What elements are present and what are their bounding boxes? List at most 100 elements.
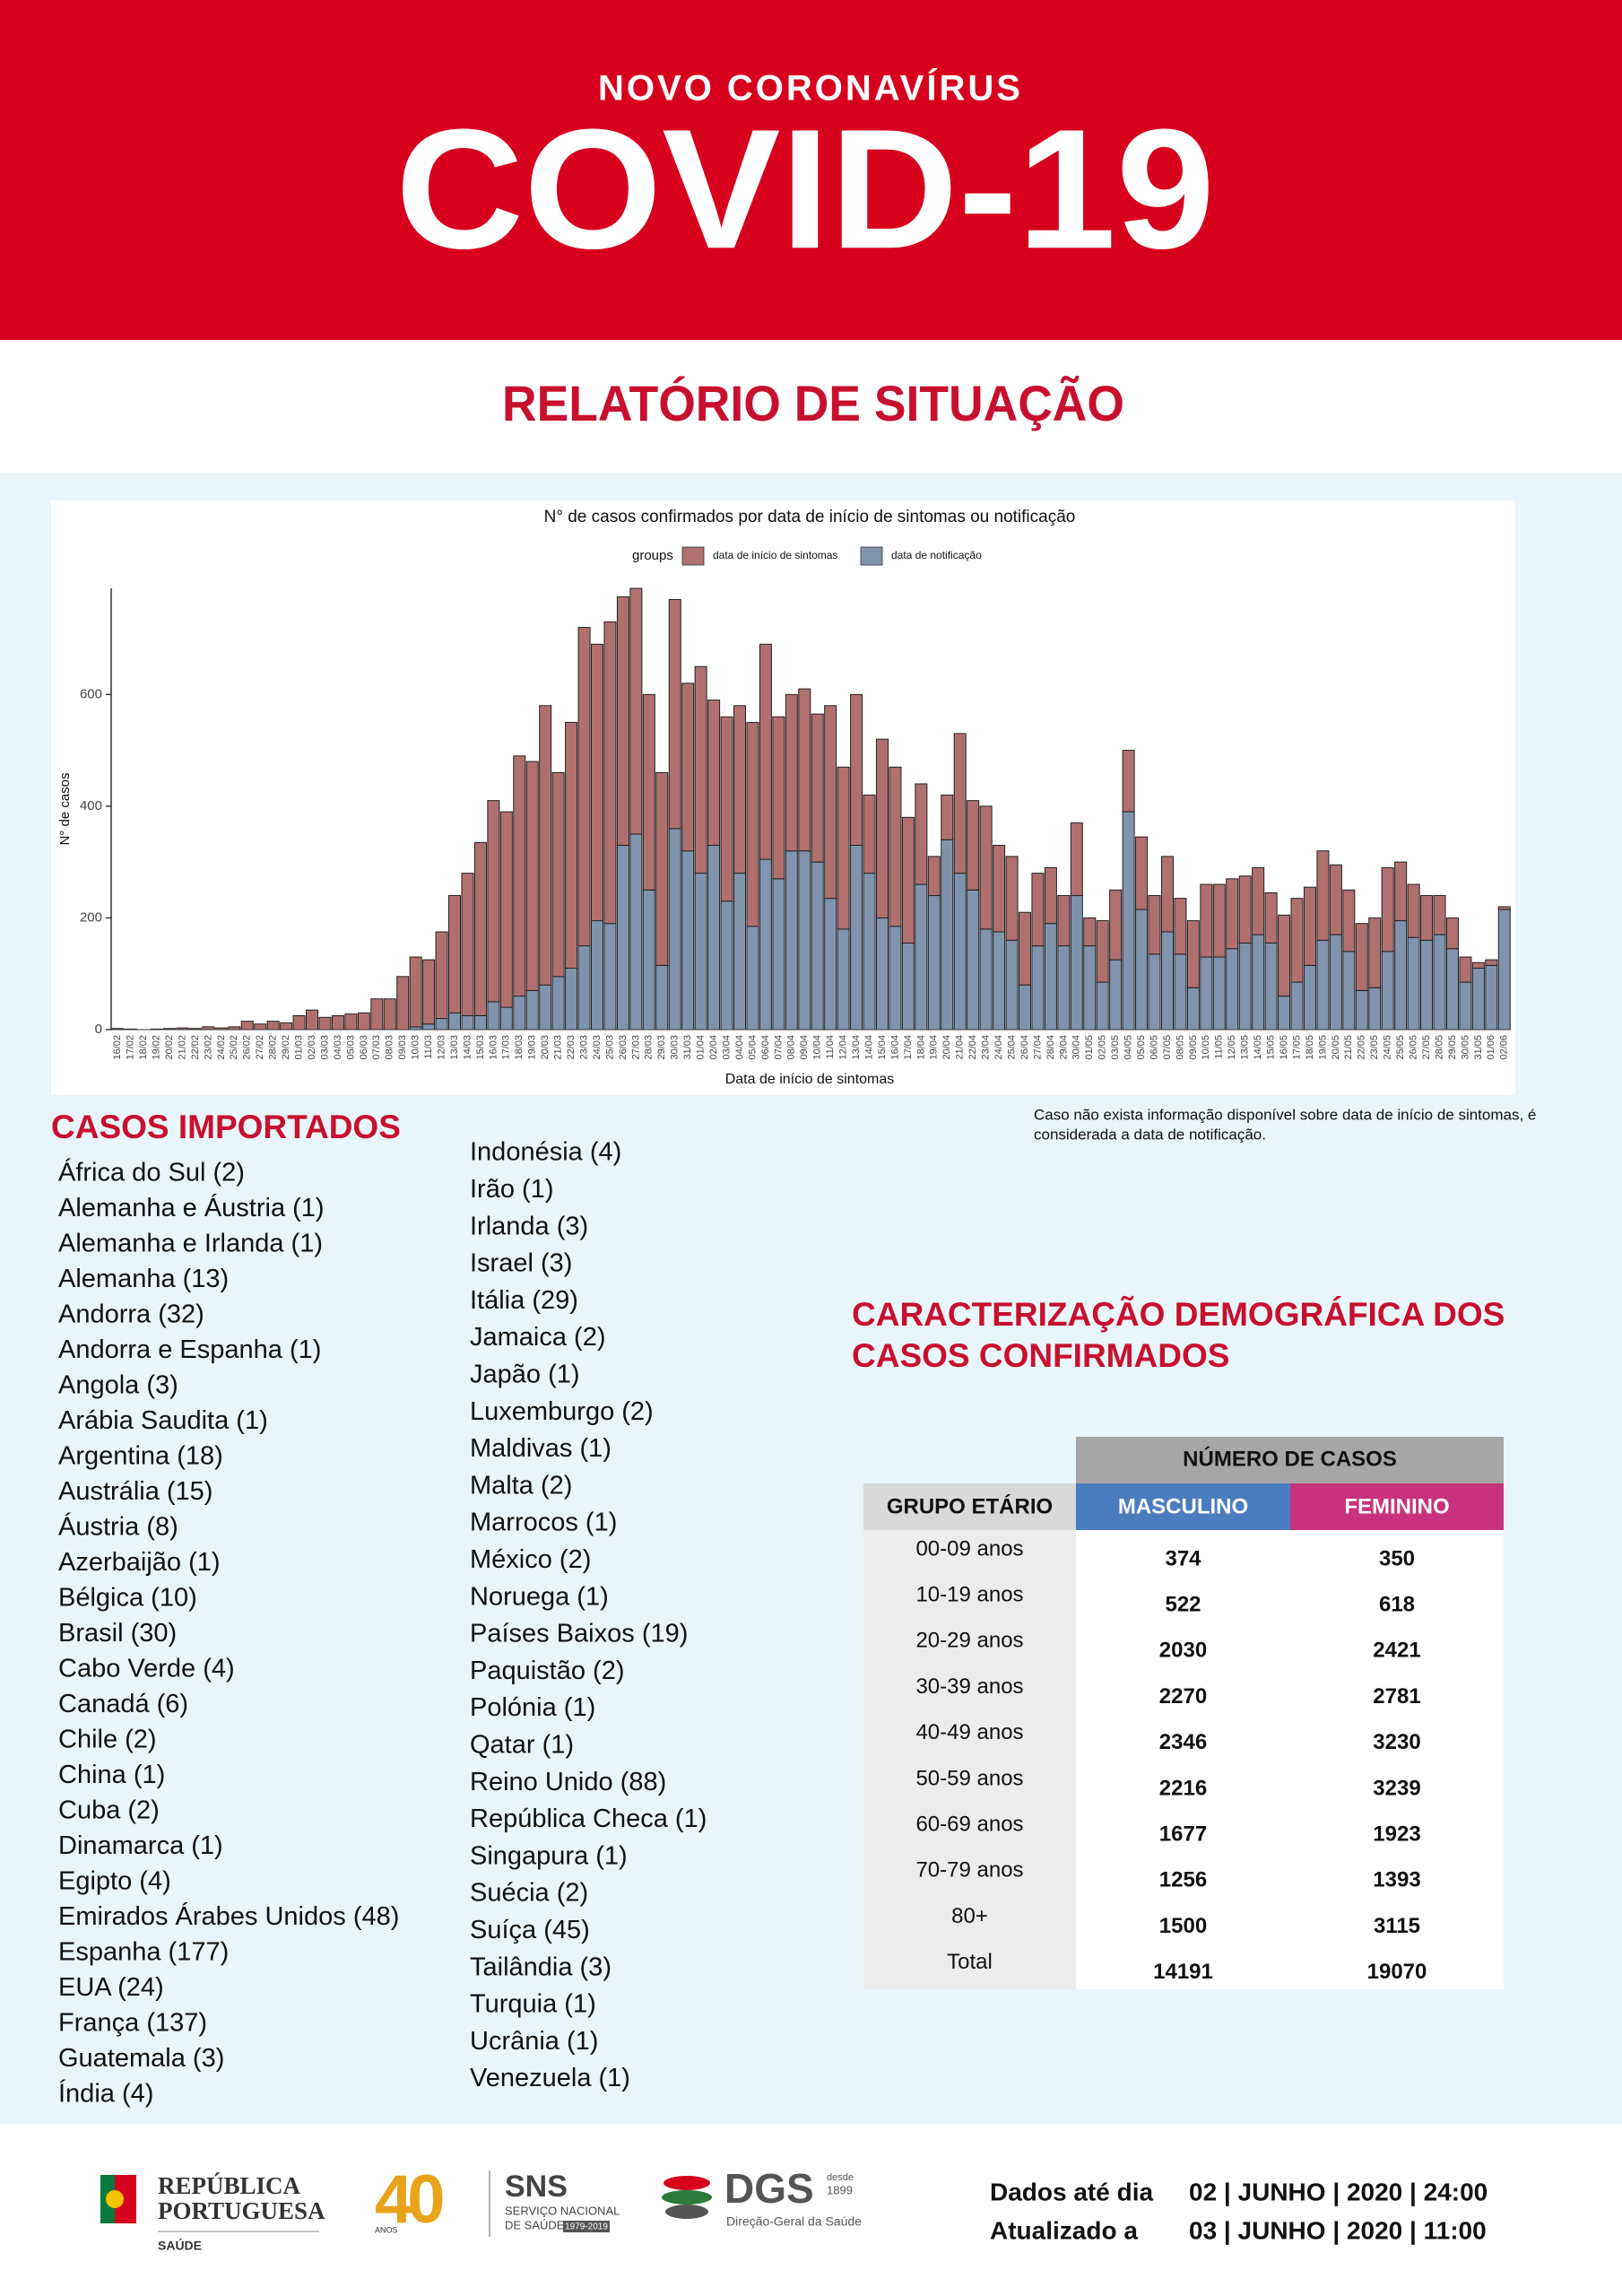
- bar-segment: [850, 844, 863, 1031]
- bar-segment: [1109, 889, 1123, 961]
- x-tick-label: 23/03: [578, 1035, 589, 1060]
- country-item: Japão (1): [470, 1360, 580, 1388]
- bar-segment: [681, 683, 695, 852]
- x-tick-label: 12/04: [838, 1035, 849, 1060]
- country-item: Andorra e Espanha (1): [58, 1335, 321, 1364]
- x-tick-label: 08/03: [385, 1035, 395, 1060]
- x-tick-label: 26/02: [242, 1035, 253, 1060]
- x-tick-label: 23/04: [981, 1035, 992, 1060]
- bar-segment: [292, 1014, 306, 1031]
- table-age: Total: [947, 1950, 993, 1974]
- bar-segment: [448, 1012, 462, 1031]
- x-tick-label: 01/04: [696, 1035, 707, 1060]
- table-age: 50-59 anos: [915, 1766, 1023, 1790]
- table-age-cell: [863, 1622, 1076, 1668]
- x-tick-label: 31/05: [1473, 1035, 1484, 1060]
- x-tick-label: 10/04: [812, 1035, 823, 1060]
- x-tick-label: 18/04: [915, 1035, 926, 1060]
- country-item: Austrália (15): [58, 1477, 213, 1506]
- x-tick-label: 29/03: [656, 1035, 667, 1060]
- logo-text: 1899: [827, 2183, 853, 2196]
- bar-segment: [1174, 953, 1187, 1031]
- bar-segment: [927, 856, 941, 897]
- bar-segment: [1135, 836, 1149, 910]
- bar-segment: [889, 766, 902, 927]
- x-tick-label: 21/04: [955, 1035, 966, 1060]
- country-item: Países Baixos (19): [470, 1620, 688, 1648]
- x-tick-label: 11/04: [825, 1035, 836, 1059]
- country-item: Angola (3): [58, 1371, 178, 1400]
- bar-segment: [759, 858, 772, 1031]
- legend-label: data de notificação: [891, 549, 982, 561]
- country-item: Maldivas (1): [470, 1434, 612, 1463]
- table-value: 3230: [1373, 1730, 1420, 1754]
- table-age-cell: [863, 1713, 1076, 1760]
- logo-text: SAÚDE: [158, 2238, 202, 2253]
- country-item: Canadá (6): [58, 1690, 188, 1718]
- x-tick-label: 18/02: [138, 1035, 149, 1060]
- country-item: Bélgica (10): [58, 1584, 197, 1613]
- x-tick-label: 01/05: [1084, 1035, 1095, 1060]
- x-tick-label: 22/04: [967, 1035, 978, 1060]
- table-age-cell: [863, 1576, 1076, 1622]
- x-tick-label: 26/03: [618, 1035, 629, 1060]
- logo-text: ANOS: [375, 2225, 398, 2234]
- bar-segment: [1433, 895, 1446, 935]
- country-item: Alemanha e Irlanda (1): [58, 1230, 323, 1258]
- x-tick-label: 15/05: [1266, 1035, 1277, 1060]
- bar-segment: [473, 841, 487, 1016]
- table-value-cell: [1076, 1897, 1504, 1944]
- x-tick-label: 07/05: [1162, 1035, 1173, 1060]
- table-value: 1500: [1159, 1914, 1207, 1938]
- bar-segment: [1497, 909, 1511, 1031]
- x-tick-label: 17/04: [903, 1035, 914, 1060]
- logo-text: SERVIÇO NACIONAL: [505, 2204, 620, 2217]
- bar-segment: [785, 850, 798, 1031]
- table-value: 3115: [1374, 1914, 1420, 1938]
- bar-segment: [1238, 942, 1252, 1031]
- table-age: 10-19 anos: [915, 1583, 1023, 1607]
- bar-segment: [565, 721, 578, 969]
- bar-segment: [1005, 856, 1019, 941]
- x-tick-label: 19/05: [1317, 1035, 1328, 1060]
- x-tick-label: 18/05: [1305, 1035, 1315, 1060]
- bar-segment: [422, 1023, 436, 1031]
- x-tick-label: 25/02: [229, 1035, 239, 1060]
- bar-segment: [409, 956, 422, 1028]
- table-value: 618: [1379, 1593, 1415, 1617]
- bar-segment: [953, 873, 967, 1031]
- bar-segment: [953, 733, 967, 874]
- x-tick-label: 29/02: [281, 1035, 291, 1060]
- x-tick-label: 17/03: [501, 1035, 512, 1060]
- bar-segment: [824, 705, 837, 900]
- bar-segment: [603, 923, 617, 1031]
- bar-segment: [642, 889, 655, 1031]
- x-tick-label: 01/03: [293, 1035, 304, 1060]
- country-item: Luxemburgo (2): [470, 1397, 654, 1426]
- country-item: Andorra (32): [58, 1300, 204, 1329]
- bar-segment: [370, 998, 384, 1031]
- table-value: 2346: [1159, 1730, 1207, 1754]
- bar-segment: [811, 861, 824, 1031]
- bar-segment: [1394, 920, 1408, 1031]
- country-item: Áustria (8): [58, 1512, 178, 1542]
- x-tick-label: 19/03: [527, 1035, 538, 1060]
- bar-segment: [1471, 961, 1485, 969]
- x-tick-label: 21/03: [553, 1035, 564, 1060]
- bar-segment: [1303, 886, 1316, 966]
- logo-dgs: DGS desde 1899 Direção-Geral da Saúde: [662, 2165, 862, 2229]
- bar-segment: [681, 850, 695, 1031]
- x-tick-label: 06/03: [359, 1035, 369, 1060]
- table-age: 00-09 anos: [915, 1536, 1023, 1561]
- bar-segment: [1018, 911, 1031, 986]
- bar-segment: [837, 766, 850, 930]
- bar-segment: [331, 1014, 344, 1031]
- subtitle: RELATÓRIO DE SITUAÇÃO: [502, 375, 1124, 431]
- x-tick-label: 02/06: [1499, 1035, 1510, 1060]
- bar-segment: [1096, 920, 1109, 983]
- bar-segment: [967, 800, 980, 891]
- x-tick-label: 23/02: [203, 1035, 213, 1060]
- y-tick-label: 400: [80, 798, 102, 813]
- bar-segment: [461, 1014, 474, 1031]
- bar-segment: [525, 761, 539, 991]
